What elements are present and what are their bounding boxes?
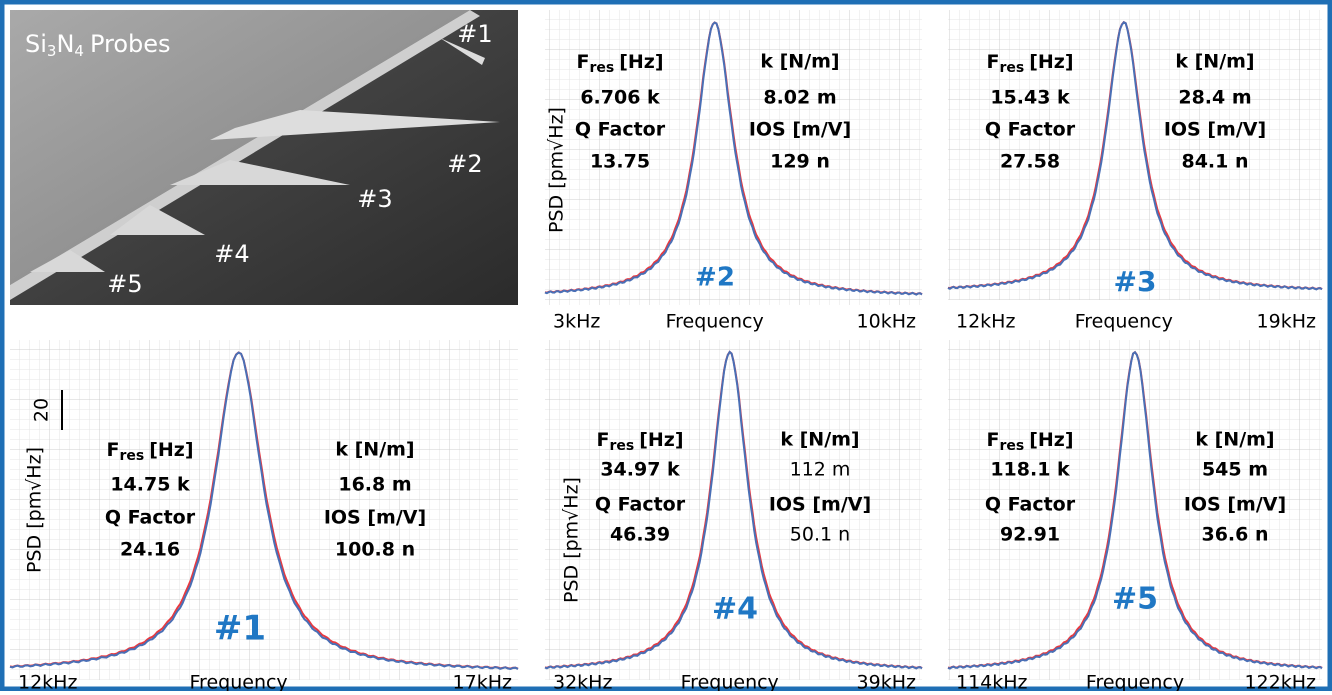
ios-value: 36.6 n <box>1201 524 1268 546</box>
fres-subscript: res <box>589 60 614 76</box>
ios-label: IOS [m/V] <box>324 507 426 529</box>
fres-unit: [Hz] <box>639 429 683 451</box>
q-label: Q Factor <box>595 494 686 516</box>
panel: 32kHz Frequency 39kHz PSD [pm√Hz] Fres [Hz] 34… <box>545 340 922 691</box>
fres-subscript: res <box>609 438 634 454</box>
k-value: 112 m <box>790 459 851 481</box>
fres-subscript: res <box>999 438 1024 454</box>
x-min-label: 32kHz <box>553 672 612 692</box>
probe-label: #2 <box>447 150 482 178</box>
x-axis-label: Frequency <box>666 311 764 333</box>
k-label: k [N/m] <box>1175 51 1254 73</box>
q-label: Q Factor <box>985 119 1076 141</box>
fres-unit: [Hz] <box>1029 429 1073 451</box>
q-label: Q Factor <box>985 494 1076 516</box>
fres-unit: [Hz] <box>1029 51 1073 73</box>
x-axis-label: Frequency <box>190 672 288 692</box>
ios-value: 50.1 n <box>790 524 850 546</box>
panel: 114kHz Frequency 122kHz Fres [Hz] 118.1 k Q Fa… <box>948 340 1322 691</box>
k-value: 16.8 m <box>338 474 411 496</box>
x-min-label: 3kHz <box>553 311 600 333</box>
y-axis-label: PSD [pm√Hz] <box>24 447 46 573</box>
k-label: k [N/m] <box>335 439 414 461</box>
ios-value: 100.8 n <box>335 539 415 561</box>
ios-label: IOS [m/V] <box>1164 119 1266 141</box>
fres-value: 118.1 k <box>990 459 1070 481</box>
k-label: k [N/m] <box>780 429 859 451</box>
panel-label: #1 <box>214 609 266 649</box>
probe-label: #4 <box>214 240 249 268</box>
x-max-label: 17kHz <box>453 672 512 692</box>
fres-symbol: F <box>106 439 119 461</box>
fres-value: 14.75 k <box>110 474 190 496</box>
panel: 12kHz Frequency 17kHz PSD [pm√Hz] 20 Fres [Hz]… <box>10 340 518 691</box>
x-max-label: 19kHz <box>1257 311 1316 333</box>
fres-subscript: res <box>119 448 144 464</box>
x-min-label: 12kHz <box>18 672 77 692</box>
figure: Si3N4Probes #1 #2 #3 #4 #5 3kHz Frequency 10kHz… <box>0 0 1332 691</box>
fres-symbol: F <box>596 429 609 451</box>
k-label: k [N/m] <box>1195 429 1274 451</box>
k-value: 8.02 m <box>763 87 836 109</box>
x-min-label: 12kHz <box>956 311 1015 333</box>
fres-unit: [Hz] <box>619 51 663 73</box>
ios-value: 129 n <box>770 151 830 173</box>
q-value: 13.75 <box>590 151 650 173</box>
ios-label: IOS [m/V] <box>769 494 871 516</box>
x-axis-label: Frequency <box>1086 672 1184 692</box>
fres-value: 15.43 k <box>990 87 1070 109</box>
probe-label: #3 <box>357 185 392 213</box>
q-value: 46.39 <box>610 524 670 546</box>
fres-symbol: F <box>986 51 999 73</box>
x-axis-label: Frequency <box>1075 311 1173 333</box>
x-max-label: 122kHz <box>1244 672 1316 692</box>
k-label: k [N/m] <box>760 51 839 73</box>
ios-label: IOS [m/V] <box>1184 494 1286 516</box>
q-value: 92.91 <box>1000 524 1060 546</box>
probe-label: #1 <box>457 20 492 48</box>
k-value: 28.4 m <box>1178 87 1251 109</box>
q-label: Q Factor <box>105 507 196 529</box>
x-axis-label: Frequency <box>681 672 779 692</box>
panel-label: #5 <box>1112 582 1158 617</box>
ios-label: IOS [m/V] <box>749 119 851 141</box>
x-max-label: 39kHz <box>857 672 916 692</box>
panel-label: #3 <box>1114 265 1157 298</box>
probe-label: #5 <box>107 270 142 298</box>
y-axis-label: PSD [pm√Hz] <box>546 107 568 233</box>
fres-symbol: F <box>576 51 589 73</box>
panel: 12kHz Frequency 19kHz Fres [Hz] 15.43 k Q Fact… <box>948 10 1322 333</box>
q-value: 24.16 <box>120 539 180 561</box>
y-axis-label: PSD [pm√Hz] <box>561 477 583 603</box>
q-value: 27.58 <box>1000 151 1060 173</box>
page: {"image": {"title": {"si": "Si", "sub1":… <box>0 0 1332 691</box>
fres-subscript: res <box>999 60 1024 76</box>
fres-unit: [Hz] <box>149 439 193 461</box>
panel: 3kHz Frequency 10kHz PSD [pm√Hz] Fres [Hz] 6.7… <box>545 10 922 333</box>
x-max-label: 10kHz <box>857 311 916 333</box>
k-value: 545 m <box>1202 459 1268 481</box>
fres-value: 6.706 k <box>580 87 660 109</box>
scale-label: 20 <box>31 398 53 422</box>
fres-value: 34.97 k <box>600 459 680 481</box>
q-label: Q Factor <box>575 119 666 141</box>
fres-symbol: F <box>986 429 999 451</box>
panel-label: #4 <box>712 592 758 627</box>
x-min-label: 114kHz <box>956 672 1028 692</box>
panel-label: #2 <box>695 263 735 293</box>
ios-value: 84.1 n <box>1181 151 1248 173</box>
